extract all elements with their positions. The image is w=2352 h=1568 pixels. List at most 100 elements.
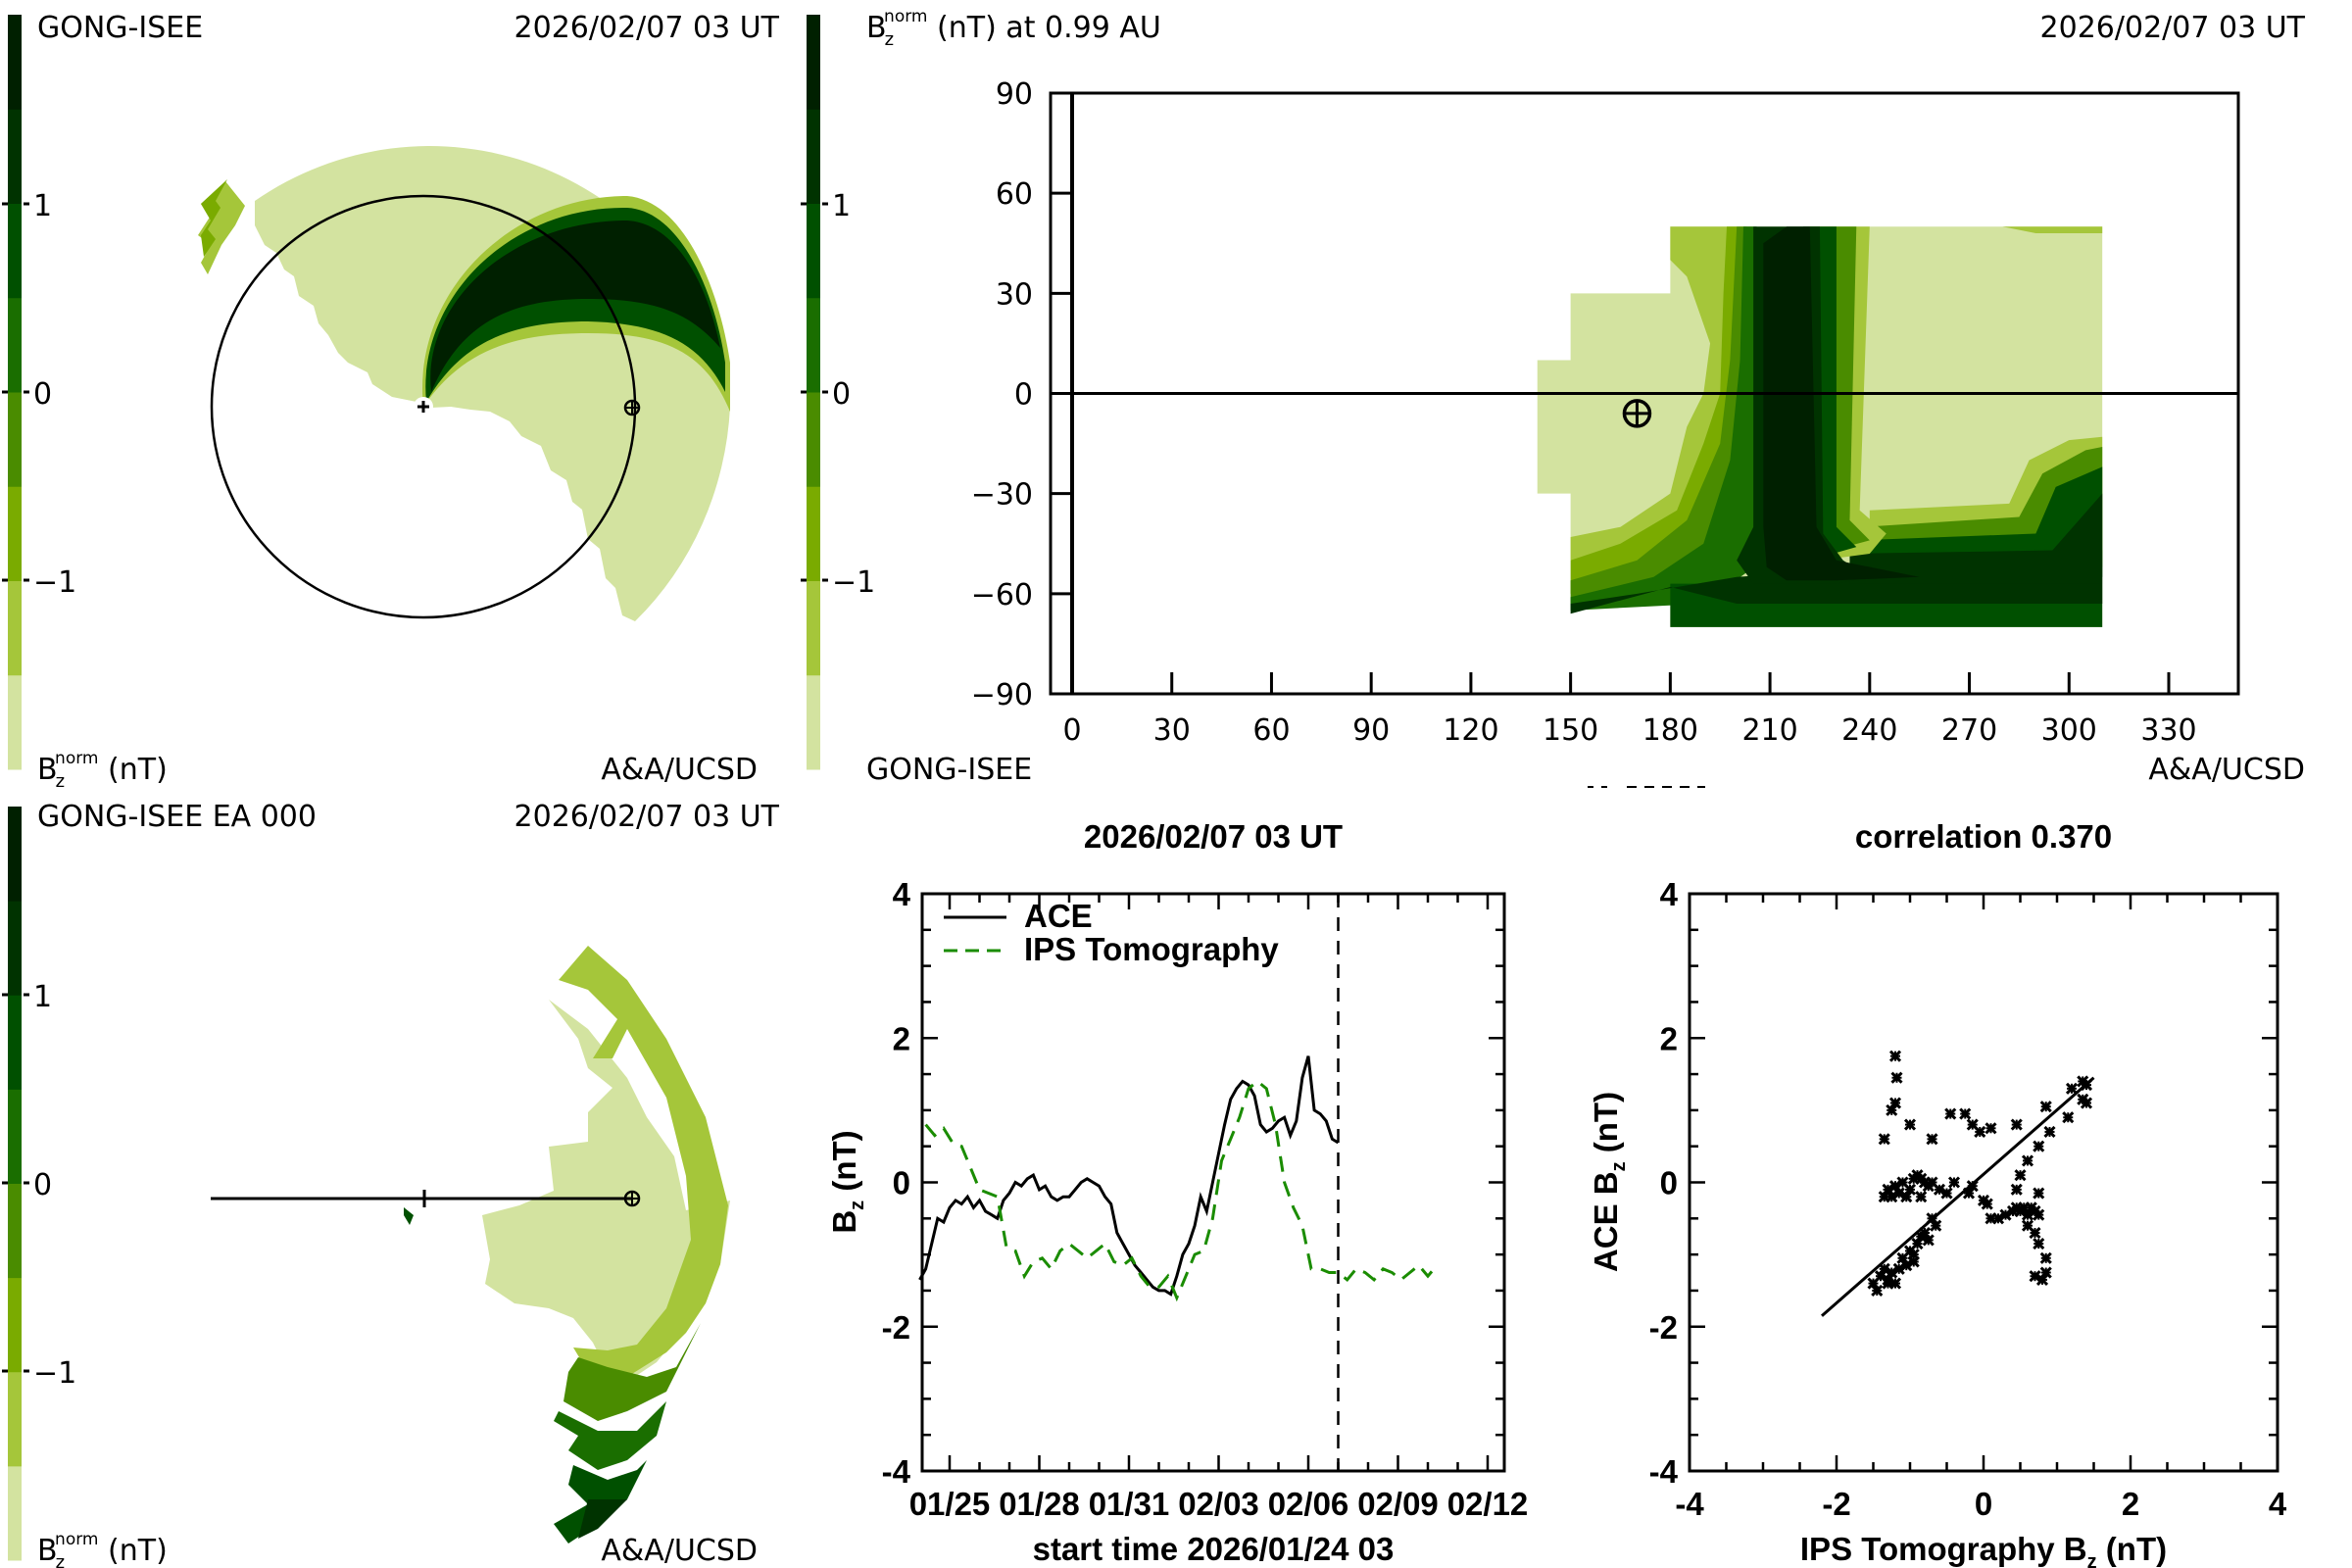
x-tick-label: 300 — [2041, 713, 2097, 748]
colorbar-band — [8, 580, 22, 676]
scatter-point — [2033, 1140, 2045, 1152]
y-tick-label: −30 — [971, 478, 1033, 513]
contour-level-8 — [578, 1499, 627, 1539]
colorbar-band — [8, 995, 22, 1090]
contour-level-5 — [1570, 226, 1764, 611]
x-tick-label: 01/25 — [909, 1486, 991, 1522]
colorbar-tick-label: −1 — [33, 565, 76, 600]
colorbar-top-right: 1 0 −1 — [801, 15, 875, 770]
x-tick-label: 02/06 — [1268, 1486, 1349, 1522]
colorbar-band — [8, 1277, 22, 1373]
x-tick-label: 270 — [1941, 713, 1997, 748]
x-tick-label: 0 — [1062, 713, 1081, 748]
earth-marker-icon — [623, 399, 641, 416]
timeseries-chart: 2026/02/07 03 UT 01/25 01/28 01/31 02/03 02/… — [826, 818, 1528, 1567]
colorbar-band — [8, 1183, 22, 1279]
scatter-points — [1867, 1050, 2093, 1297]
colorbar-tick-label: 0 — [33, 377, 52, 412]
scatter-point — [2039, 1251, 2052, 1264]
contour-map — [1537, 226, 2103, 627]
scatter-point — [1947, 1176, 1961, 1189]
contour-level-2 — [559, 946, 728, 1377]
inner-boundary-blob — [404, 1207, 414, 1225]
x-tick-label: 180 — [1642, 713, 1698, 748]
colorbar-tick-label: 0 — [832, 377, 851, 412]
date-label: 2026/02/07 03 UT — [514, 11, 780, 45]
colorbar-tick-label: −1 — [832, 565, 875, 600]
colorbar-band — [8, 1371, 22, 1467]
scatter-point — [2033, 1187, 2045, 1200]
polar-map — [198, 146, 730, 621]
scatter-point — [1944, 1107, 1957, 1120]
timeseries-series — [918, 1055, 1439, 1302]
colorbar-band — [807, 486, 820, 581]
source-label: GONG-ISEE EA 000 — [37, 800, 317, 834]
y-tick-label: 90 — [996, 77, 1033, 112]
plot-frame — [1688, 892, 2279, 1473]
x-tick-label: 30 — [1153, 713, 1191, 748]
colorbar-tick-label: 1 — [832, 189, 851, 223]
scatter-point — [2080, 1079, 2093, 1092]
scatter-point — [1974, 1125, 1986, 1139]
colorbar-tick-label: −1 — [33, 1356, 76, 1391]
x-tick-label: 0 — [1975, 1486, 1992, 1522]
series-ips-line — [924, 1079, 1439, 1302]
scatter-point — [1888, 1277, 1902, 1290]
date-label: 2026/02/07 03 UT — [514, 800, 780, 834]
contour-level-8 — [1763, 226, 1920, 581]
contour-level-1 — [482, 1000, 730, 1382]
colorbar-band — [807, 203, 820, 299]
colorbar-tick-label: 0 — [33, 1168, 52, 1202]
contour-level-5 — [554, 1401, 666, 1470]
source-label: GONG-ISEE — [866, 753, 1032, 787]
scatter-point — [1903, 1118, 1917, 1131]
scatter-point — [2043, 1125, 2056, 1139]
y-axis-label: ACE Bz (nT) — [1588, 1092, 1630, 1272]
y-tick-label: -2 — [882, 1309, 910, 1346]
y-tick-label: 4 — [893, 876, 911, 912]
y-tick-label: 2 — [893, 1020, 910, 1056]
colorbar-band — [8, 1465, 22, 1561]
colorbar-band — [8, 203, 22, 299]
timeseries-axes: 01/25 01/28 01/31 02/03 02/06 02/09 02/12 4 2 0 -2… — [882, 876, 1529, 1522]
y-tick-label: −90 — [971, 678, 1033, 712]
y-tick-label: -4 — [1649, 1453, 1679, 1490]
ecliptic-view-panel: 1 0 −1 GONG-ISEE 2026/02/07 03 UT — [2, 11, 780, 792]
scatter-point — [2065, 1082, 2079, 1095]
colorbar-band — [807, 15, 820, 110]
meridional-view-panel: 1 0 −1 GONG-ISEE EA 000 2026/02/07 03 UT B… — [2, 800, 780, 1568]
x-axis-label: start time 2026/01/24 03 — [1033, 1531, 1395, 1567]
colorbar-band — [8, 674, 22, 770]
y-tick-label: 2 — [1660, 1020, 1678, 1056]
colorbar-band — [807, 109, 820, 204]
scatter-point — [2021, 1154, 2034, 1167]
scatter-point — [1940, 1187, 1953, 1200]
series-ace-line — [918, 1055, 1340, 1297]
scatter-point — [1907, 1255, 1920, 1268]
scatter-axes: -4 -2 0 2 4 4 2 0 -2 -4 — [1649, 876, 2287, 1522]
colorbar-band — [8, 109, 22, 204]
legend: ACE IPS Tomography — [944, 898, 1279, 967]
scatter-point — [1984, 1122, 1997, 1135]
chart-title: 2026/02/07 03 UT — [1084, 818, 1343, 855]
contour-level-3 — [201, 179, 227, 257]
y-axis-label: Bz (nT) — [826, 1130, 868, 1233]
scatter-point — [2010, 1118, 2023, 1131]
chart-title: correlation 0.370 — [1855, 818, 2112, 855]
legend-ace-label: ACE — [1024, 898, 1093, 934]
contour-level-7 — [1849, 493, 2103, 584]
x-tick-label: 120 — [1443, 713, 1498, 748]
scatter-point — [2029, 1270, 2041, 1283]
x-tick-label: 150 — [1543, 713, 1598, 748]
x-tick-label: 02/09 — [1357, 1486, 1439, 1522]
colorbar-band — [8, 297, 22, 393]
earth-marker-icon — [623, 1190, 641, 1207]
x-tick-label: 02/03 — [1178, 1486, 1259, 1522]
colorbar-tick-label: 1 — [33, 980, 52, 1014]
map-title: Bznorm (nT) at 0.99 AU — [866, 7, 1161, 50]
y-tick-label: -4 — [882, 1453, 911, 1490]
credit-label: A&A/UCSD — [2148, 753, 2305, 787]
x-tick-label: 01/28 — [999, 1486, 1080, 1522]
x-tick-label: 90 — [1352, 713, 1390, 748]
